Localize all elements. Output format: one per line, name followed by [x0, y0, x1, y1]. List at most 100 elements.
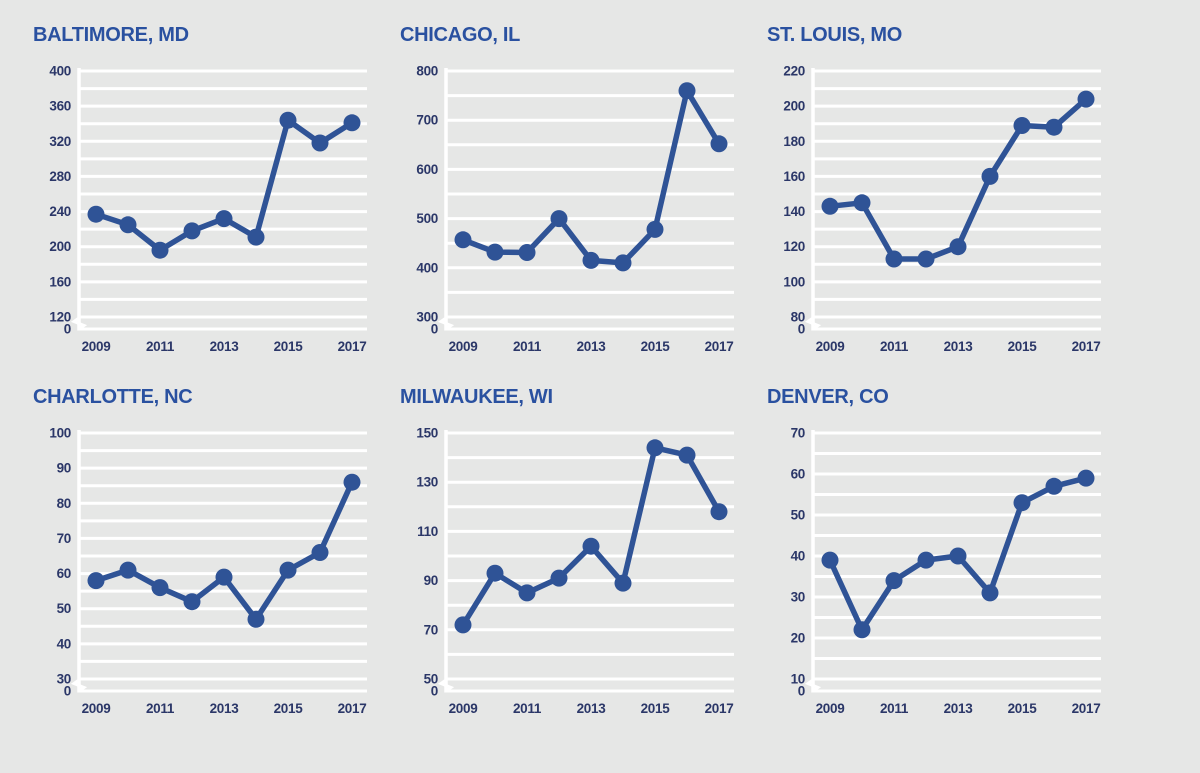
y-zero-label: 0: [431, 322, 438, 337]
data-point: [614, 254, 632, 272]
y-zero-label: 0: [64, 684, 71, 699]
y-zero-label: 0: [798, 684, 805, 699]
data-point: [1077, 469, 1095, 487]
data-point: [87, 205, 105, 223]
y-tick-label: 240: [49, 204, 71, 219]
data-point: [646, 439, 664, 457]
y-zero-label: 0: [431, 684, 438, 699]
x-tick-label: 2017: [1072, 339, 1101, 354]
data-point: [311, 544, 329, 561]
data-point: [215, 210, 233, 228]
x-tick-label: 2009: [816, 339, 845, 354]
data-point: [853, 194, 871, 212]
y-tick-label: 700: [416, 113, 438, 128]
line-series: [460, 445, 722, 628]
y-tick-label: 180: [783, 134, 805, 149]
x-tick-label: 2015: [274, 339, 304, 354]
y-tick-label: 120: [783, 239, 805, 254]
line-chart: 100 90 80 70 60 50 40 30 0 2009 2011 2013 2015 2017: [33, 423, 400, 728]
x-tick-label: 2011: [513, 339, 542, 354]
y-tick-label: 280: [49, 169, 71, 184]
line-chart: 70 60 50 40 30 20 10 0 2009 2011 2013 2015 2017: [767, 423, 1134, 728]
line-chart: 150 130 110 90 70 50 0 2009 2011 2013 2015 2017: [400, 423, 767, 728]
data-point: [917, 551, 935, 569]
y-tick-label: 400: [49, 64, 71, 79]
chart-charlotte-nc: CHARLOTTE, NC 100 90 80 70 60 50 40 30 0 2009 2011…: [33, 378, 400, 740]
x-tick-label: 2015: [1008, 701, 1038, 716]
y-tick-label: 40: [57, 636, 71, 651]
chart-st-louis-mo: ST. LOUIS, MO 220 200 180 160 140 120 100 80 0 20…: [767, 16, 1134, 378]
data-point: [343, 473, 361, 491]
x-tick-label: 2015: [641, 701, 671, 716]
chart-title: BALTIMORE, MD: [33, 24, 189, 46]
y-tick-label: 30: [57, 672, 71, 687]
charts-grid: BALTIMORE, MD 400 360 320 280 240 200 160 120 0 2…: [33, 16, 1167, 740]
x-tick-label: 2011: [146, 701, 175, 716]
chart-svg: 100 90 80 70 60 50 40 300 2009 2011 2013 2015 2017: [49, 426, 367, 716]
data-point: [215, 568, 233, 586]
chart-denver-co: DENVER, CO 70 60 50 40 30 20 10 0 2009 2011 2013 20…: [767, 378, 1134, 740]
x-tick-label: 2009: [82, 339, 111, 354]
data-point: [949, 238, 967, 256]
x-tick-label: 2013: [210, 701, 240, 716]
x-tick-label: 2017: [338, 701, 367, 716]
y-tick-label: 50: [57, 601, 71, 616]
chart-title: ST. LOUIS, MO: [767, 24, 902, 46]
data-point: [821, 551, 839, 569]
x-tick-label: 2009: [449, 701, 478, 716]
chart-svg: 150 130 110 90 70 500 2009 2011 2013 2015 2017: [416, 426, 734, 716]
chart-svg: 220 200 180 160 140 120 100 800 2009 2011 2013 2015…: [783, 64, 1101, 354]
data-point: [486, 564, 504, 582]
data-point: [183, 222, 201, 240]
chart-chicago-il: CHICAGO, IL 800 700 600 500 400 300 0 2009 2011 2…: [400, 16, 767, 378]
x-tick-label: 2011: [146, 339, 175, 354]
data-point: [550, 569, 568, 587]
y-tick-label: 60: [57, 566, 71, 581]
data-point: [646, 220, 664, 238]
data-point: [678, 446, 696, 464]
data-point: [1077, 90, 1095, 108]
y-tick-label: 150: [416, 426, 438, 441]
axis-break-icon: [804, 316, 822, 331]
x-tick-label: 2009: [816, 701, 845, 716]
y-tick-label: 200: [49, 239, 71, 254]
data-point: [486, 243, 504, 261]
data-point: [1045, 118, 1063, 136]
y-tick-label: 50: [424, 672, 438, 687]
y-tick-label: 10: [791, 672, 805, 687]
data-point: [885, 250, 903, 268]
y-tick-label: 60: [791, 467, 805, 482]
y-tick-label: 200: [783, 99, 805, 114]
y-tick-label: 300: [416, 310, 438, 325]
x-tick-label: 2009: [82, 701, 111, 716]
data-point: [821, 197, 839, 215]
x-tick-label: 2013: [577, 701, 607, 716]
data-point: [151, 579, 169, 597]
data-point: [678, 82, 696, 100]
x-tick-label: 2013: [577, 339, 607, 354]
data-point: [1045, 477, 1063, 495]
axis-break-icon: [70, 678, 88, 693]
data-point: [343, 114, 361, 132]
x-tick-label: 2011: [880, 701, 909, 716]
chart-baltimore-md: BALTIMORE, MD 400 360 320 280 240 200 160 120 0 2…: [33, 16, 400, 378]
data-point: [518, 244, 536, 261]
line-chart: 220 200 180 160 140 120 100 80 0 2009 2011 2013 2015…: [767, 61, 1134, 366]
chart-title: CHICAGO, IL: [400, 24, 521, 46]
y-zero-label: 0: [64, 322, 71, 337]
y-tick-label: 70: [424, 622, 438, 637]
data-point: [183, 593, 201, 611]
chart-milwaukee-wi: MILWAUKEE, WI 150 130 110 90 70 50 0 2009 2011 20…: [400, 378, 767, 740]
x-tick-label: 2013: [944, 701, 974, 716]
data-point: [710, 135, 728, 153]
data-point: [87, 572, 105, 590]
chart-title: MILWAUKEE, WI: [400, 386, 553, 408]
y-tick-label: 500: [416, 211, 438, 226]
line-chart: 400 360 320 280 240 200 160 120 0 2009 2011 2013 201…: [33, 61, 400, 366]
line-chart: 800 700 600 500 400 300 0 2009 2011 2013 2015 2017: [400, 61, 767, 366]
axis-break-icon: [70, 316, 88, 331]
x-tick-label: 2015: [1008, 339, 1038, 354]
